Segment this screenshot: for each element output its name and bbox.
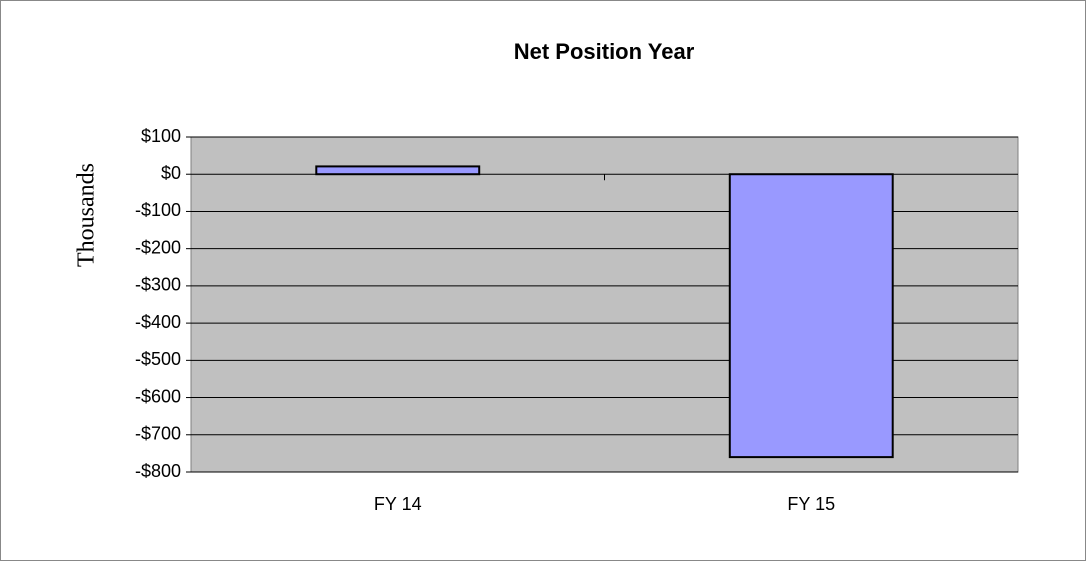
y-tick-label: -$200 — [135, 237, 181, 257]
bar — [315, 165, 481, 176]
plot-area — [190, 136, 1019, 473]
y-tick-label: $0 — [161, 163, 181, 183]
y-tick-label: -$500 — [135, 349, 181, 369]
x-tick-label: FY 15 — [787, 494, 835, 514]
y-tick-label: -$700 — [135, 424, 181, 444]
y-tick-label: -$800 — [135, 461, 181, 481]
y-tick-label: -$600 — [135, 386, 181, 406]
x-tick-label: FY 14 — [374, 494, 422, 514]
y-tick-label: -$100 — [135, 200, 181, 220]
y-tick-label: -$400 — [135, 312, 181, 332]
y-tick-label: -$300 — [135, 275, 181, 295]
y-tick-label: $100 — [141, 126, 181, 146]
bar — [728, 173, 894, 459]
chart-title: Net Position Year — [514, 39, 695, 64]
y-axis-label: Thousands — [74, 163, 100, 267]
